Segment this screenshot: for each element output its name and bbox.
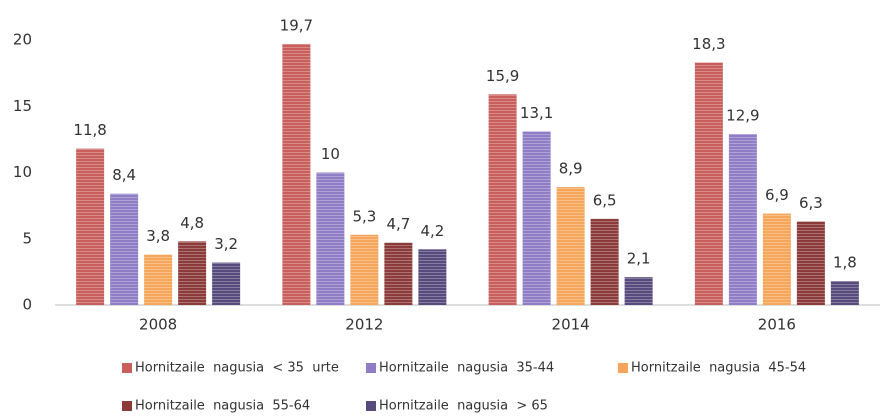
data-label: 13,1 <box>520 104 553 122</box>
bar-texture <box>522 131 551 305</box>
bar-texture <box>488 94 517 305</box>
data-label: 3,8 <box>146 227 170 245</box>
y-tick-label: 10 <box>13 163 32 181</box>
legend-label: Hornitzaile nagusia 55-64 <box>135 399 310 414</box>
data-label: 3,2 <box>214 235 238 253</box>
legend-label: Hornitzaile nagusia < 35 urte <box>135 361 339 376</box>
legend-swatch <box>366 401 376 411</box>
data-label: 12,9 <box>726 107 759 125</box>
y-tick-label: 20 <box>13 31 32 49</box>
data-label: 6,9 <box>765 186 789 204</box>
data-label: 10 <box>321 145 340 163</box>
x-tick-label: 2014 <box>552 316 590 334</box>
data-label: 19,7 <box>280 16 313 34</box>
data-label: 6,5 <box>593 191 617 209</box>
data-label: 15,9 <box>486 67 519 85</box>
legend-label: Hornitzaile nagusia 35-44 <box>379 361 554 376</box>
legend-label: Hornitzaile nagusia 45-54 <box>631 361 806 376</box>
bar-texture <box>316 172 345 305</box>
legend-swatch <box>366 363 376 373</box>
data-label: 4,7 <box>386 215 410 233</box>
data-label: 8,4 <box>112 166 136 184</box>
bar-texture <box>694 62 723 306</box>
bar-texture <box>830 281 859 305</box>
bar-texture <box>556 187 585 305</box>
bar-texture <box>144 254 173 305</box>
data-label: 5,3 <box>352 207 376 225</box>
bar-texture <box>110 193 139 305</box>
data-label: 1,8 <box>833 254 857 272</box>
bar-texture <box>762 213 791 305</box>
y-tick-label: 5 <box>22 229 32 247</box>
x-tick-label: 2012 <box>345 316 383 334</box>
data-label: 6,3 <box>799 194 823 212</box>
bar-texture <box>384 242 413 305</box>
bar-texture <box>212 262 241 305</box>
bar-texture <box>796 221 825 305</box>
x-tick-label: 2016 <box>758 316 796 334</box>
bar-texture <box>282 43 311 305</box>
bar-texture <box>590 218 619 305</box>
data-label: 18,3 <box>692 35 725 53</box>
legend-swatch <box>618 363 628 373</box>
legend-label: Hornitzaile nagusia > 65 <box>379 399 548 414</box>
data-label: 2,1 <box>627 250 651 268</box>
data-label: 4,2 <box>420 222 444 240</box>
legend-swatch <box>122 363 132 373</box>
y-tick-label: 0 <box>22 296 32 314</box>
bar-texture <box>350 234 379 305</box>
data-label: 11,8 <box>73 121 106 139</box>
data-label: 4,8 <box>180 214 204 232</box>
bar-texture <box>418 249 447 305</box>
bar-texture <box>728 134 757 305</box>
y-tick-label: 15 <box>13 97 32 115</box>
bar-texture <box>624 277 653 305</box>
bar-texture <box>76 148 105 305</box>
legend-swatch <box>122 401 132 411</box>
x-tick-label: 2008 <box>139 316 177 334</box>
data-label: 8,9 <box>559 160 583 178</box>
bar-texture <box>178 241 207 305</box>
